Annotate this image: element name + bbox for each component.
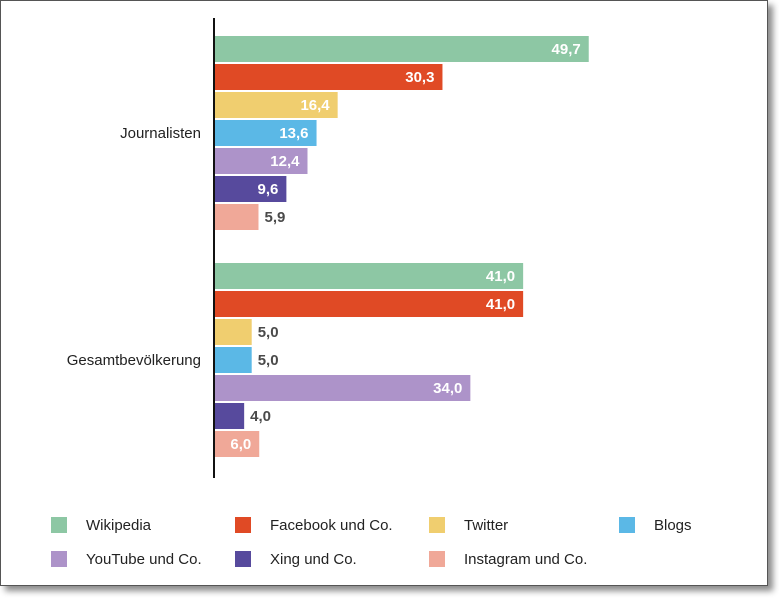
bar-journalisten-xing-und-co (214, 176, 287, 202)
legend-label-blogs: Blogs (654, 517, 692, 534)
value-label-journalisten-twitter: 16,4 (300, 97, 330, 114)
value-label-gesamtbevoelkerung-wikipedia: 41,0 (486, 268, 515, 285)
value-label-journalisten-xing-und-co: 9,6 (258, 181, 279, 198)
bar-gesamtbevoelkerung-twitter (214, 319, 252, 345)
legend-swatch-youtube-und-co (51, 551, 67, 567)
value-label-gesamtbevoelkerung-youtube-und-co: 34,0 (433, 380, 462, 397)
bar-gesamtbevoelkerung-instagram-und-co (214, 431, 260, 457)
bar-journalisten-facebook-und-co (214, 64, 443, 90)
value-label-journalisten-blogs: 13,6 (279, 125, 308, 142)
category-label-journalisten: Journalisten (120, 125, 201, 142)
legend-swatch-xing-und-co (235, 551, 251, 567)
legend-label-xing-und-co: Xing und Co. (270, 551, 357, 568)
value-label-journalisten-youtube-und-co: 12,4 (270, 153, 300, 170)
bar-journalisten-wikipedia (214, 36, 589, 62)
bar-journalisten-instagram-und-co (214, 204, 259, 230)
value-label-gesamtbevoelkerung-blogs: 5,0 (258, 352, 279, 369)
bar-gesamtbevoelkerung-wikipedia (214, 263, 524, 289)
bar-gesamtbevoelkerung-youtube-und-co (214, 375, 471, 401)
bar-gesamtbevoelkerung-blogs (214, 347, 252, 373)
value-label-gesamtbevoelkerung-xing-und-co: 4,0 (250, 408, 271, 425)
legend-label-instagram-und-co: Instagram und Co. (464, 551, 587, 568)
bar-journalisten-twitter (214, 92, 338, 118)
value-label-gesamtbevoelkerung-twitter: 5,0 (258, 324, 279, 341)
bar-gesamtbevoelkerung-facebook-und-co (214, 291, 524, 317)
legend-swatch-wikipedia (51, 517, 67, 533)
legend-label-facebook-und-co: Facebook und Co. (270, 517, 393, 534)
legend-label-twitter: Twitter (464, 517, 508, 534)
value-label-journalisten-instagram-und-co: 5,9 (264, 209, 285, 226)
legend-swatch-facebook-und-co (235, 517, 251, 533)
value-label-gesamtbevoelkerung-facebook-und-co: 41,0 (486, 296, 515, 313)
bar-gesamtbevoelkerung-xing-und-co (214, 403, 245, 429)
legend-swatch-instagram-und-co (429, 551, 445, 567)
value-label-gesamtbevoelkerung-instagram-und-co: 6,0 (230, 436, 251, 453)
legend-label-wikipedia: Wikipedia (86, 517, 152, 534)
value-label-journalisten-facebook-und-co: 30,3 (405, 69, 434, 86)
legend-label-youtube-und-co: YouTube und Co. (86, 551, 202, 568)
category-label-gesamtbevoelkerung: Gesamtbevölkerung (67, 352, 201, 369)
legend-swatch-blogs (619, 517, 635, 533)
bar-journalisten-youtube-und-co (214, 148, 308, 174)
bar-journalisten-blogs (214, 120, 317, 146)
value-label-journalisten-wikipedia: 49,7 (552, 41, 581, 58)
legend-swatch-twitter (429, 517, 445, 533)
